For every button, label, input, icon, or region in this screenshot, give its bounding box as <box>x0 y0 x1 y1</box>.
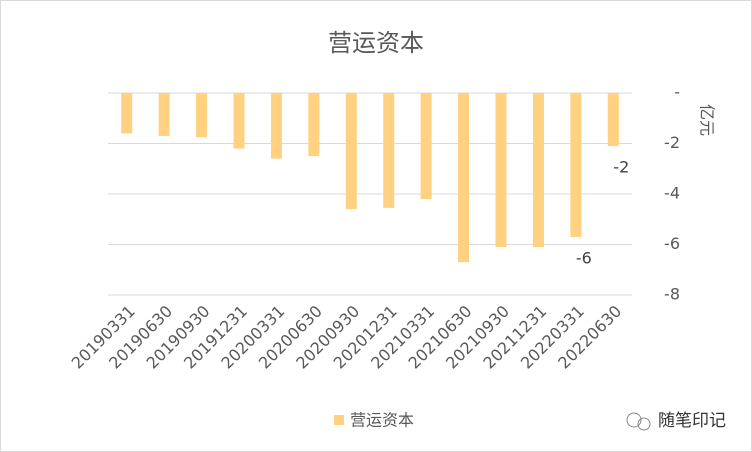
bar <box>570 93 582 237</box>
bar <box>383 93 395 208</box>
bar <box>345 93 357 210</box>
watermark-icon <box>637 417 651 431</box>
bar <box>196 93 208 138</box>
legend-label: 营运资本 <box>350 411 414 430</box>
data-label: -6 <box>576 248 592 267</box>
bar <box>532 93 544 248</box>
chart-title: 营运资本 <box>328 29 424 57</box>
bar <box>495 93 507 248</box>
legend-swatch <box>334 415 344 425</box>
y-tick-label: -2 <box>664 133 680 152</box>
y-tick-label: -4 <box>664 184 680 203</box>
watermark: 随笔印记 <box>626 411 726 431</box>
y-axis-title: 亿元 <box>698 104 717 136</box>
watermark-text: 随笔印记 <box>658 411 726 431</box>
y-tick-label: -8 <box>664 285 680 304</box>
y-tick-label: - <box>674 83 680 102</box>
bar <box>158 93 170 136</box>
bar <box>420 93 432 200</box>
bar <box>308 93 320 157</box>
y-tick-label: -6 <box>664 234 680 253</box>
bar <box>121 93 133 134</box>
bar <box>233 93 245 149</box>
watermark-icon <box>626 412 642 428</box>
bar <box>270 93 282 159</box>
bar <box>607 93 619 147</box>
bar <box>458 93 470 263</box>
data-label: -2 <box>613 158 629 177</box>
